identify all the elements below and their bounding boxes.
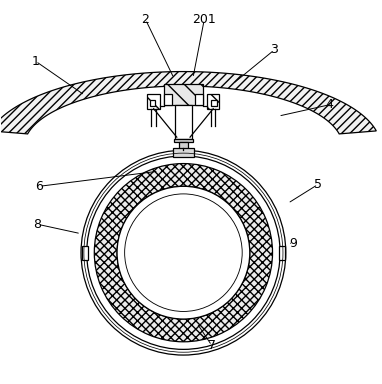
Bar	[147, 94, 160, 109]
Text: 1: 1	[32, 55, 39, 68]
Text: 7: 7	[208, 339, 216, 352]
Circle shape	[125, 194, 242, 311]
Bar	[207, 94, 219, 109]
Bar	[175, 105, 192, 139]
Text: 201: 201	[193, 13, 216, 26]
Bar	[174, 139, 193, 142]
Bar	[163, 94, 172, 105]
Polygon shape	[0, 71, 376, 134]
Circle shape	[117, 186, 250, 319]
Bar	[150, 99, 155, 106]
Bar	[173, 148, 194, 157]
Text: 9: 9	[290, 237, 297, 250]
Bar	[212, 99, 217, 106]
Text: 4: 4	[325, 98, 333, 111]
Text: 5: 5	[314, 178, 322, 191]
Text: 6: 6	[36, 180, 43, 193]
Bar	[179, 142, 188, 151]
Text: 3: 3	[270, 43, 278, 56]
Text: 8: 8	[33, 218, 41, 231]
Circle shape	[87, 156, 280, 349]
Text: 2: 2	[142, 13, 149, 26]
Bar	[163, 84, 203, 105]
Bar	[195, 94, 203, 105]
Bar	[82, 246, 88, 260]
Wedge shape	[94, 164, 272, 342]
Bar	[279, 246, 285, 260]
